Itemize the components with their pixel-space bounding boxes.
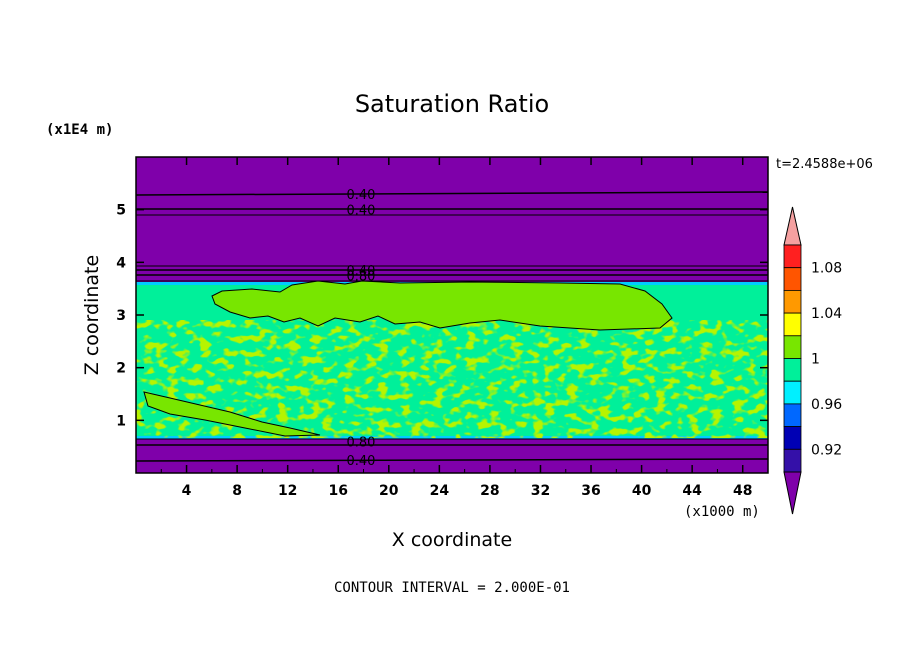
x-tick-label: 48 [733, 483, 752, 499]
y-tick-label: 1 [116, 413, 126, 429]
contour-interval-footer: CONTOUR INTERVAL = 2.000E-01 [334, 580, 570, 596]
y-tick-label: 5 [116, 203, 126, 219]
y-units-label: (x1E4 m) [46, 122, 113, 138]
colorbar-tick-label: 0.96 [811, 397, 842, 413]
y-tick-label: 3 [116, 308, 126, 324]
colorbar-segment [783, 335, 802, 359]
colorbar-tick-label: 1 [811, 352, 820, 368]
colorbar-segment [783, 426, 802, 450]
x-tick-label: 4 [182, 483, 192, 499]
colorbar-tick-label: 0.92 [811, 442, 842, 458]
chart-title: Saturation Ratio [355, 90, 549, 118]
contour-line [136, 458, 768, 462]
contour-label: 0.40 [347, 188, 376, 203]
colorbar-segment [783, 244, 802, 269]
y-tick-label: 2 [116, 361, 126, 377]
colorbar-segment [783, 289, 802, 314]
contour-label: 0.80 [347, 435, 376, 450]
x-units-label: (x1000 m) [684, 504, 760, 520]
colorbar-segment [783, 312, 802, 337]
contour-label: 0.40 [347, 454, 376, 469]
colorbar-max-extension [783, 206, 802, 246]
colorbar-tick-label: 1.08 [811, 261, 842, 277]
x-axis-label: X coordinate [392, 529, 512, 551]
colorbar-tick-label: 1.04 [811, 306, 842, 322]
y-axis-label: Z coordinate [81, 255, 103, 375]
x-tick-label: 32 [531, 483, 550, 499]
x-tick-label: 36 [581, 483, 600, 499]
time-label: t=2.4588e+06 [776, 157, 873, 172]
y-axis: 1 2 3 4 5 [116, 203, 768, 429]
colorbar-segment [783, 380, 802, 405]
colorbar-segment [783, 267, 802, 291]
x-axis: 4 8 12 16 20 24 28 32 36 40 44 48 [160, 157, 752, 499]
colorbar-segment [783, 358, 802, 382]
supersaturated-region-upper [211, 280, 673, 331]
colorbar-min-extension [783, 471, 802, 515]
x-tick-label: 28 [480, 483, 499, 499]
x-tick-label: 12 [278, 483, 297, 499]
x-tick-label: 8 [232, 483, 242, 499]
x-tick-label: 16 [328, 483, 347, 499]
plot-area: 0.400.400.400.800.800.40 [136, 157, 768, 473]
x-tick-label: 24 [430, 483, 450, 499]
contour-label: 0.80 [347, 270, 376, 285]
colorbar: 0.92 0.96 1 1.04 1.08 [783, 206, 842, 515]
contour-line [136, 191, 768, 196]
colorbar-segment [783, 448, 802, 473]
contour-labels: 0.400.400.400.800.800.40 [347, 188, 376, 469]
x-tick-label: 20 [379, 483, 399, 499]
contour-label: 0.40 [347, 204, 376, 219]
x-tick-label: 40 [632, 483, 652, 499]
supersaturated-region-lower [143, 391, 321, 437]
colorbar-segment [783, 403, 802, 427]
y-tick-label: 4 [116, 255, 126, 271]
x-tick-label: 44 [682, 483, 702, 499]
contour-label: 0.40 [347, 264, 376, 279]
